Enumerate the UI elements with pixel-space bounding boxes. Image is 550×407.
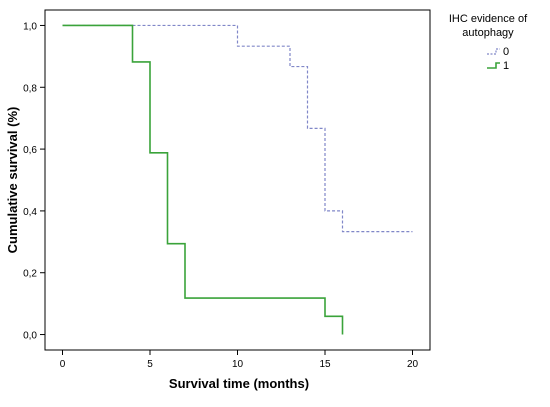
x-tick-label: 0: [60, 359, 66, 370]
legend-title-line1: IHC evidence of: [449, 13, 528, 25]
y-tick-label: 0,8: [23, 83, 37, 94]
series-layer: [62, 24, 413, 335]
x-axis: 0 5 10 15 20: [60, 350, 419, 370]
legend: IHC evidence of autophagy 01: [449, 13, 528, 72]
x-tick-label: 15: [319, 359, 331, 370]
x-axis-label: Survival time (months): [169, 376, 309, 391]
x-tick-label: 20: [407, 359, 419, 370]
y-tick-label: 0,0: [23, 331, 37, 342]
y-tick-label: 0,6: [23, 145, 37, 156]
y-tick-label: 1,0: [23, 21, 37, 32]
y-axis-label: Cumulative survival (%): [5, 107, 20, 254]
plot-area-frame: [44, 9, 431, 351]
legend-swatch-1: [487, 62, 500, 69]
series-line-1: [62, 24, 344, 335]
y-tick-label: 0,2: [23, 269, 37, 280]
legend-swatch-0: [487, 48, 500, 55]
y-tick-label: 0,4: [23, 207, 37, 218]
legend-label-1: 1: [503, 60, 509, 72]
x-tick-label: 5: [147, 359, 153, 370]
legend-label-0: 0: [503, 46, 509, 58]
series-line-0: [62, 24, 413, 233]
legend-items: 01: [487, 46, 509, 72]
y-axis: 0,0 0,2 0,4 0,6 0,8 1,0: [23, 21, 45, 342]
x-tick-label: 10: [232, 359, 244, 370]
legend-title-line2: autophagy: [462, 27, 514, 39]
